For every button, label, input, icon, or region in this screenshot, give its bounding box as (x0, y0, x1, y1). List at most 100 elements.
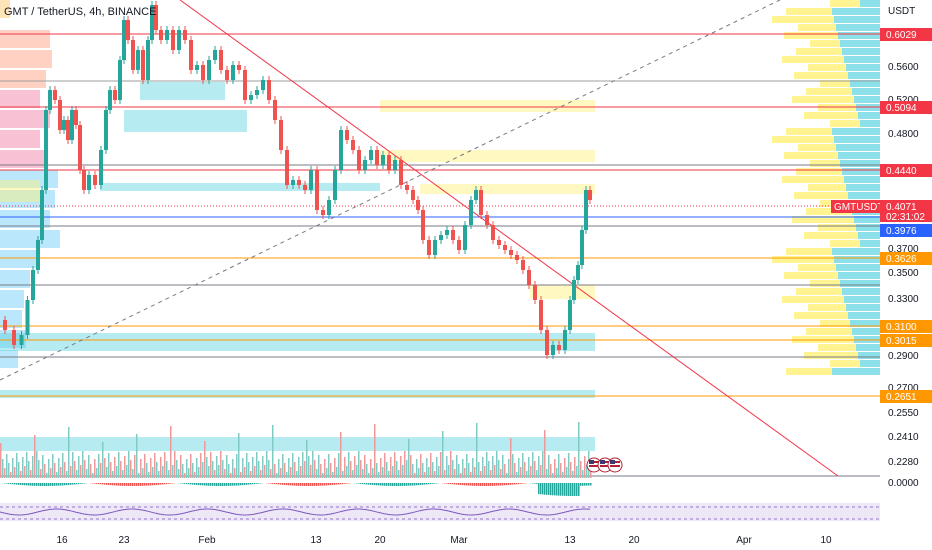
oscillator-bar (80, 483, 82, 484)
oscillator-bar (258, 483, 260, 484)
up-trendline[interactable] (0, 0, 781, 381)
volume-bar (112, 471, 114, 478)
volume-bar (358, 451, 360, 478)
oscillator-bar (498, 483, 500, 486)
oscillator-bar (298, 483, 300, 486)
time-axis[interactable]: 16 23 Feb 13 20 Mar 13 20 Apr 10 (0, 530, 932, 550)
oscillator-bar (126, 483, 128, 486)
price-zone (0, 390, 595, 398)
oscillator-bar (30, 483, 32, 486)
oscillator-bar (344, 483, 346, 484)
volume-bar (332, 472, 334, 478)
volume-bar (56, 472, 58, 478)
oscillator-bar (392, 483, 394, 486)
volume-bar (266, 451, 268, 478)
volume-bar (398, 470, 400, 478)
profile-bar-right (856, 344, 880, 351)
volume-bar (304, 461, 306, 478)
oscillator-bar (122, 483, 124, 486)
volume-bar (264, 465, 266, 478)
candle-body (183, 30, 187, 40)
volume-bar (452, 460, 454, 478)
us-flag-icon-1[interactable] (586, 457, 602, 473)
profile-bar-left (0, 290, 24, 308)
volume-bar (548, 455, 550, 478)
volume-bar (90, 464, 92, 478)
volume-bar (236, 454, 238, 478)
candle-body (291, 180, 295, 185)
us-flag-icon-3[interactable] (607, 457, 623, 473)
volume-bar (262, 456, 264, 478)
oscillator-bar (276, 483, 278, 485)
profile-bar-right (808, 64, 846, 71)
volume-bar (220, 451, 222, 478)
volume-bar (224, 469, 226, 478)
volume-bar (554, 459, 556, 478)
profile-bar-right (782, 56, 844, 63)
profile-bar-right (792, 96, 854, 103)
down-trendline[interactable] (179, 0, 839, 477)
volume-bar (126, 465, 128, 478)
volume-bar (260, 470, 262, 478)
oscillator-bar (576, 483, 578, 496)
volume-bar (534, 461, 536, 478)
profile-bar-right (848, 312, 880, 319)
oscillator-bar (456, 483, 458, 485)
profile-bar-right (782, 296, 844, 303)
oscillator-bar (134, 483, 136, 486)
oscillator-bar (48, 483, 50, 486)
oscillator-bar (410, 483, 412, 486)
volume-bar (160, 457, 162, 478)
candle-body (141, 50, 145, 80)
oscillator-bar (182, 483, 184, 484)
oscillator-bar (412, 483, 414, 486)
volume-bar (390, 457, 392, 478)
oscillator-bar (288, 483, 290, 486)
oscillator-bar (238, 483, 240, 486)
volume-bar (136, 434, 138, 478)
volume-bar (142, 468, 144, 478)
event-markers[interactable] (586, 457, 623, 473)
volume-bar (186, 459, 188, 478)
volume-bar (50, 468, 52, 478)
price-tag-label: 0.3626 (886, 254, 917, 265)
oscillator-bar (590, 483, 592, 486)
volume-bar (242, 458, 244, 478)
volume-bar (188, 468, 190, 478)
oscillator-bar (464, 483, 466, 486)
oscillator-bar (124, 483, 126, 486)
volume-bar (450, 451, 452, 478)
volume-bar (454, 469, 456, 478)
price-tag-label: 0.3100 (886, 322, 917, 333)
candle-body (357, 150, 361, 170)
volume-bar (382, 467, 384, 478)
volume-bar (82, 451, 84, 478)
volume-bar (518, 458, 520, 478)
oscillator-bar (430, 483, 432, 485)
volume-bar (150, 458, 152, 478)
oscillator-bar (254, 483, 256, 485)
volume-bar (196, 458, 198, 478)
oscillator-bar (326, 483, 328, 486)
oscillator-bar (346, 483, 348, 484)
price-zone (100, 183, 380, 191)
candle-body (93, 175, 97, 185)
volume-bar (182, 464, 184, 478)
profile-bar-left (0, 210, 50, 228)
candle-body (527, 270, 531, 285)
price-tag-label: 0.3015 (886, 336, 917, 347)
oscillator-bar (556, 483, 558, 496)
candle-body (439, 235, 443, 240)
volume-bar (248, 462, 250, 478)
candle-body (261, 80, 265, 90)
oscillator-bar (474, 483, 476, 486)
oscillator-bar (306, 483, 308, 486)
volume-bar (232, 459, 234, 478)
volume-bar (576, 466, 578, 478)
profile-bar-left (0, 70, 46, 88)
oscillator-bar (376, 483, 378, 486)
volume-bar (472, 458, 474, 478)
oscillator-bar (192, 483, 194, 485)
volume-bar (114, 457, 116, 478)
